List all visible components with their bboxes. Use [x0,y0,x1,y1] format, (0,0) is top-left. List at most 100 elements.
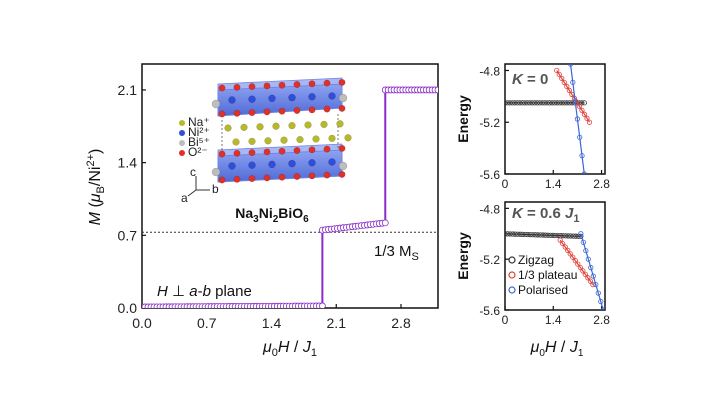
x-tick-label: 1.4 [545,313,562,327]
oxygen-atom [308,146,316,154]
oxygen-atom [278,81,286,89]
svg-text:Ni²⁺: Ni²⁺ [188,125,210,139]
x-tick-label: 0.0 [132,315,152,331]
oxygen-atom [278,173,286,181]
data-point [550,232,556,238]
data-point [552,232,559,239]
data-point [512,100,518,106]
one-third-ms-label: 1/3 MS [374,243,419,263]
data-point [567,251,573,257]
svg-text:O²⁻: O²⁻ [188,145,208,159]
atom-spheres [211,78,352,184]
k0-energy-series [505,64,593,174]
legend-label: Polarised [518,283,568,297]
sodium-atom [248,137,256,146]
k06-energy-series [505,231,605,310]
data-point [565,247,571,253]
data-point [581,171,587,174]
data-point [507,100,513,106]
data-point [509,100,516,106]
oxygen-atom [218,150,226,158]
x-tick-label: 1.4 [545,177,562,191]
series-line-2 [580,233,604,310]
oxygen-atom [293,81,301,88]
data-point [584,115,590,121]
y-tick-label: 1.4 [118,155,138,171]
data-point [567,64,574,67]
k06-y-axis-label: Energy [455,232,471,280]
data-point [570,254,576,260]
oxygen-atom [233,109,241,117]
nickel-atom [248,95,256,103]
oxygen-atom [293,173,301,180]
data-point [527,232,533,238]
oxygen-atom [293,147,301,154]
oxygen-atom [263,108,271,116]
x-tick-label: 0 [502,313,509,327]
data-point [570,233,576,239]
oxygen-atom [218,84,226,92]
x-tick-label: 0.7 [197,315,217,331]
nickel-atom [328,158,336,166]
data-point [570,79,576,85]
oxygen-atom [293,107,301,114]
nickel-atom [268,160,276,169]
data-point [575,261,581,267]
oxygen-atom [308,106,316,114]
x-tick-label: 2.8 [593,177,610,191]
svg-text:Na⁺: Na⁺ [188,115,210,129]
data-point [586,119,593,125]
oxygen-atom [248,149,256,157]
data-point [515,231,521,237]
sodium-atom [304,121,312,129]
data-point [581,111,588,117]
crystal-structure-inset: Na⁺ Ni²⁺ Bi⁵⁺ O²⁻ c b a Na3Ni2BiO6 [179,77,352,225]
y-tick-label: -5.2 [479,116,500,130]
sodium-atom [320,120,328,129]
data-point [542,232,549,238]
data-point [545,232,551,238]
data-point [576,103,583,109]
data-point [530,232,536,238]
sodium-atom [224,124,232,132]
svg-text:a: a [181,191,188,205]
data-point [568,233,574,239]
data-point [566,87,572,93]
nickel-atom [328,92,336,100]
data-point [600,307,605,310]
x-tick-label: 2.1 [327,315,347,331]
data-point [517,100,523,106]
data-point [559,75,565,82]
k06-plot-frame [504,201,606,311]
nickel-atom [308,93,316,101]
oxygen-atom [338,104,346,112]
data-point [554,67,560,74]
series-line-2 [569,64,585,174]
data-point [561,79,567,86]
data-point [561,100,568,106]
data-point [542,100,548,106]
crystal-axes-icon: c b a [181,165,219,205]
data-point [565,233,571,239]
compound-formula: Na3Ni2BiO6 [235,205,309,225]
data-point [560,233,566,239]
oxygen-atom [308,80,316,88]
data-point [547,100,553,106]
sodium-atom [240,123,248,132]
sodium-atom [256,123,264,131]
k0-plot-frame [504,63,606,175]
sodium-atom [288,121,296,130]
nickel-atom [288,159,296,168]
data-point [505,231,508,237]
sodium-atom [280,136,288,144]
sodium-atom [264,137,272,145]
data-point [563,233,569,239]
data-point [598,298,604,305]
sodium-atom [232,138,240,146]
data-point [434,86,438,94]
oxygen-atom [248,83,256,91]
oxygen-atom [308,172,316,180]
legend-label: 1/3 plateau [518,268,577,282]
y-tick-label: -4.8 [479,202,500,216]
